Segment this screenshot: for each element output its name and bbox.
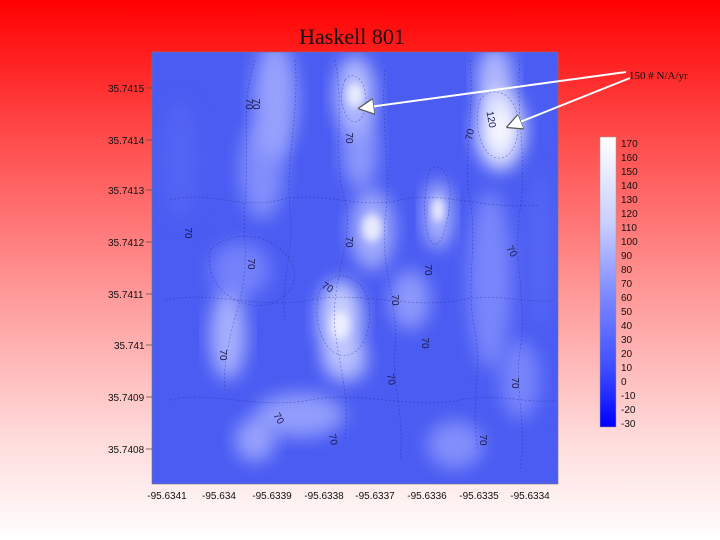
colorbar-tick-label: -10 — [621, 391, 636, 402]
colorbar-tick-label: 80 — [621, 265, 633, 276]
contour-label: 70 — [389, 294, 400, 306]
contour-label: 70 — [343, 236, 354, 248]
x-tick-label: -95.6341 — [147, 491, 187, 502]
colorbar-tick-label: 60 — [621, 293, 633, 304]
colorbar-tick-label: 110 — [621, 223, 637, 234]
x-tick-label: -95.634 — [202, 491, 236, 502]
contour-label: 70 — [217, 349, 228, 361]
colorbar-tick-label: 40 — [621, 321, 633, 332]
contour-label: 70 — [509, 377, 520, 389]
heat-blob — [342, 110, 378, 190]
contour-label: 70 — [419, 337, 430, 349]
contour-label: 70 — [477, 434, 488, 446]
colorbar-tick-label: 120 — [621, 209, 638, 220]
x-tick-label: -95.6339 — [252, 491, 292, 502]
annotation-label: 150 # N/A/yr — [629, 70, 688, 82]
colorbar-tick-label: 30 — [621, 335, 633, 346]
colorbar-tick-label: 150 — [621, 167, 638, 178]
heat-blob — [240, 120, 284, 220]
y-tick-label: 35.7412 — [108, 238, 145, 249]
y-tick-label: 35.7409 — [108, 393, 145, 404]
heat-blob — [468, 190, 512, 370]
colorbar-tick-label: 20 — [621, 349, 633, 360]
heat-peak — [362, 214, 382, 242]
colorbar-tick-label: 50 — [621, 307, 633, 318]
x-tick-label: -95.6337 — [355, 491, 395, 502]
colorbar-tick-label: 170 — [621, 139, 638, 150]
heat-blob — [210, 242, 270, 298]
y-tick-label: 35.741 — [114, 341, 145, 352]
colorbar-tick-label: 100 — [621, 237, 638, 248]
contour-label: 70 — [182, 227, 193, 239]
heat-blob — [235, 418, 275, 462]
colorbar-tick-label: 140 — [621, 181, 638, 192]
heat-peak — [347, 83, 363, 107]
heat-blob — [210, 290, 246, 380]
colorbar-tick-label: 90 — [621, 251, 633, 262]
contour-label: 70 — [422, 264, 433, 276]
heat-blob — [427, 421, 483, 469]
x-tick-label: -95.6335 — [459, 491, 499, 502]
colorbar-tick-label: 160 — [621, 153, 638, 164]
colorbar-tick-label: 130 — [621, 195, 638, 206]
x-axis-ticks: -95.6341 -95.634 -95.6339 -95.6338 -95.6337 -… — [147, 491, 550, 502]
y-tick-label: 35.7414 — [108, 136, 145, 147]
heat-blob — [162, 100, 198, 220]
contour-label: 70 — [343, 132, 354, 144]
heat-peak — [432, 198, 444, 222]
x-tick-label: -95.6336 — [407, 491, 447, 502]
colorbar-tick-label: -20 — [621, 405, 636, 416]
heat-blob — [526, 170, 554, 330]
y-tick-label: 35.7408 — [108, 445, 145, 456]
y-tick-label: 35.7411 — [108, 290, 144, 301]
heat-blob — [323, 338, 367, 382]
y-tick-label: 35.7413 — [108, 186, 145, 197]
colorbar-tick-label: 10 — [621, 363, 633, 374]
colorbar-tick-label: 70 — [621, 279, 633, 290]
heat-peak — [331, 311, 349, 339]
y-axis-ticks: 35.7415 35.7414 35.7413 35.7412 35.7411 35.74… — [108, 84, 152, 456]
contour-label: 70 — [243, 98, 254, 110]
y-tick-label: 35.7415 — [108, 84, 145, 95]
colorbar — [600, 137, 616, 427]
colorbar-tick-label: -30 — [621, 419, 636, 430]
x-tick-label: -95.6338 — [304, 491, 344, 502]
contour-label: 70 — [245, 258, 256, 270]
colorbar-labels: 1701601501401301201101009080706050403020… — [621, 139, 638, 430]
x-tick-label: -95.6334 — [510, 491, 550, 502]
colorbar-tick-label: 0 — [621, 377, 627, 388]
